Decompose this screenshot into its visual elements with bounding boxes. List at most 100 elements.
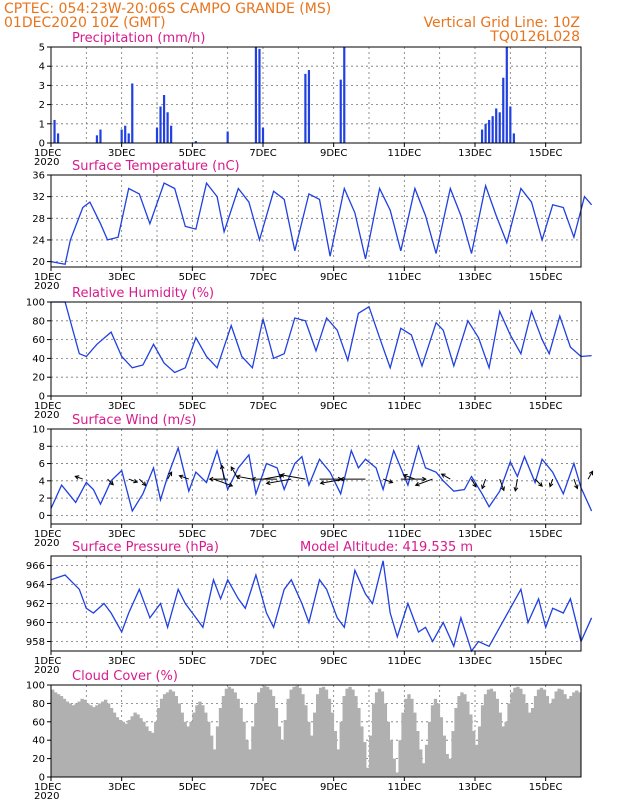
cloud-cover-frame (50, 684, 582, 778)
cloud-bar (195, 705, 199, 777)
cloud-bar (342, 696, 346, 777)
cloud-bar (83, 699, 87, 777)
temperature-ytick-label: 20 (32, 257, 45, 268)
cloud-bar (263, 685, 267, 777)
cloud-bar (133, 712, 137, 777)
precipitation-ytick-label: 4 (39, 62, 45, 73)
precip-bar (343, 47, 346, 143)
cloud-bar (424, 744, 429, 777)
cloud-bar (257, 692, 261, 777)
cloud-cover-xtick-label: 13DEC (458, 782, 492, 793)
cloud-bar (345, 688, 349, 777)
cloud-bar (136, 714, 140, 777)
cloud-bar (168, 689, 173, 777)
precipitation-xtick-label: 7DEC (249, 148, 276, 159)
temperature-ytick-label: 24 (32, 235, 45, 246)
precipitation-xtick-label: 3DEC (108, 148, 135, 159)
wind-arrow (265, 478, 292, 486)
cloud-bar (357, 708, 361, 777)
wind-arrow (513, 479, 519, 492)
precip-bar (509, 106, 512, 143)
humidity-xtick-label: 1DEC (34, 401, 61, 412)
wind-arrow (414, 478, 433, 487)
cloud-bar (486, 689, 491, 777)
wind-arrow (548, 478, 554, 488)
wind-arrow (499, 478, 505, 492)
wind-arrow (587, 470, 594, 480)
precip-bar (53, 119, 56, 143)
cloud-bar (477, 726, 482, 777)
cloud-bar (371, 703, 376, 777)
cloud-bar (53, 692, 58, 777)
cloud-bar (560, 689, 564, 777)
cloud-bar (528, 712, 532, 777)
precipitation-ytick-label: 3 (39, 81, 45, 92)
panel-pressure: 958 960 962 964 966 1DEC 3DEC 5DEC 7DEC 9DEC 11DEC… (26, 540, 593, 676)
cloud-bar (271, 696, 276, 777)
pressure-year-label: 2020 (34, 665, 59, 676)
wind-xtick-label: 13DEC (458, 529, 492, 540)
wind-arrow (138, 478, 147, 487)
cloud-bar (480, 705, 485, 777)
cloud-cover-xtick-label: 9DEC (320, 782, 347, 793)
cloud-bar (395, 772, 399, 777)
temperature-ytick-label: 28 (32, 214, 45, 225)
cloud-bar (457, 696, 461, 777)
cloud-bar (230, 688, 234, 777)
cloud-bar (498, 712, 502, 777)
cloud-bar (174, 696, 179, 777)
cloud-bar (572, 692, 576, 777)
cloud-bar (404, 698, 408, 777)
pressure-ytick-label: 958 (26, 637, 45, 648)
cloud-bar (204, 712, 208, 777)
cloud-bar (183, 721, 187, 777)
precip-bar (258, 48, 261, 143)
humidity-ytick-label: 40 (32, 354, 45, 365)
cloud-bar (260, 687, 264, 777)
cloud-bar (545, 696, 550, 777)
humidity-ytick-label: 60 (32, 335, 45, 346)
pressure-title: Surface Pressure (hPa) (72, 540, 219, 555)
cloud-bar (98, 703, 102, 777)
cloud-bar (51, 689, 55, 777)
cloud-bar (95, 705, 99, 777)
cloud-bar (177, 703, 181, 777)
cloud-bar (416, 731, 420, 777)
cloud-bar (483, 694, 488, 777)
humidity-xtick-label: 9DEC (320, 401, 347, 412)
wind-xtick-label: 5DEC (179, 529, 206, 540)
temperature-xtick-label: 3DEC (108, 272, 135, 283)
cloud-bar (539, 687, 544, 777)
cloud-bar (422, 763, 426, 777)
wind-arrow (279, 472, 306, 480)
cloud-bar (274, 708, 279, 777)
wind-ytick-label: 6 (39, 459, 45, 470)
wind-arrow (167, 471, 173, 480)
cloud-bar (522, 694, 526, 777)
precip-bar (226, 131, 229, 143)
cloud-bar (407, 694, 411, 777)
cloud-bar (92, 707, 96, 777)
cloud-bar (575, 690, 579, 777)
precipitation-ytick-label: 0 (39, 139, 45, 150)
cloud-bar (298, 687, 302, 777)
cloud-bar (245, 740, 249, 777)
wind-arrow (235, 474, 253, 480)
wind-arrow (319, 478, 345, 486)
cloud-bar (318, 687, 323, 777)
cloud-bar (566, 698, 570, 777)
cloud-bar (569, 696, 573, 777)
cloud-bar (127, 719, 131, 777)
cloud-cover-xtick-label: 7DEC (249, 782, 276, 793)
cloud-bar (321, 686, 326, 777)
cloud-bar (363, 742, 367, 777)
precip-bar (170, 125, 173, 143)
cloud-bar (454, 708, 458, 777)
wind-frame (50, 428, 582, 525)
temperature-year-label: 2020 (34, 281, 59, 292)
temperature-series-line (50, 181, 593, 266)
cloud-bar (89, 705, 93, 777)
cloud-bar (489, 688, 494, 777)
precip-bar (502, 77, 505, 143)
